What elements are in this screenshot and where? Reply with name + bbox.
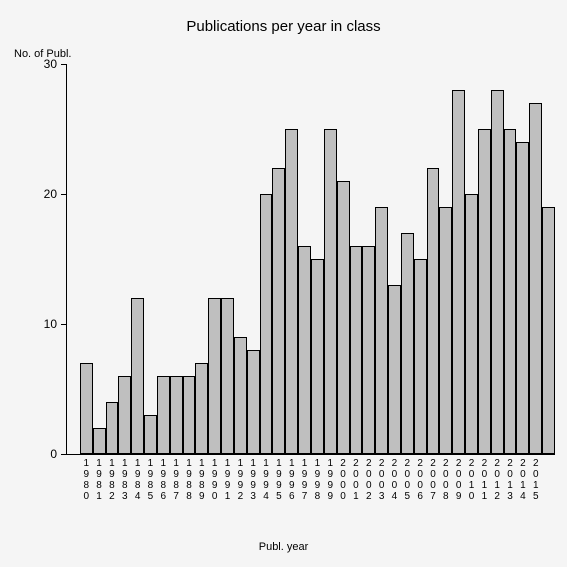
x-tick-label: 1997 bbox=[298, 458, 311, 502]
x-tick-label: 2000 bbox=[337, 458, 350, 502]
bar bbox=[144, 415, 157, 454]
y-tick bbox=[61, 454, 67, 455]
bar bbox=[221, 298, 234, 454]
x-tick-label: 2009 bbox=[452, 458, 465, 502]
bar bbox=[362, 246, 375, 454]
bar bbox=[452, 90, 465, 454]
x-tick-label: 1990 bbox=[208, 458, 221, 502]
bar bbox=[491, 90, 504, 454]
bar bbox=[195, 363, 208, 454]
bar bbox=[170, 376, 183, 454]
bar bbox=[529, 103, 542, 454]
bar bbox=[337, 181, 350, 454]
x-tick-label: 1991 bbox=[221, 458, 234, 502]
x-tick-label: 2011 bbox=[478, 458, 491, 502]
x-tick-label: 1994 bbox=[260, 458, 273, 502]
bar bbox=[388, 285, 401, 454]
x-tick-label: 1981 bbox=[93, 458, 106, 502]
bar bbox=[157, 376, 170, 454]
bar bbox=[350, 246, 363, 454]
x-tick-label: 2003 bbox=[375, 458, 388, 502]
x-tick-label: 2004 bbox=[388, 458, 401, 502]
y-tick bbox=[61, 324, 67, 325]
bar bbox=[272, 168, 285, 454]
chart-title: Publications per year in class bbox=[0, 0, 567, 35]
x-tick-label: 1987 bbox=[170, 458, 183, 502]
bar bbox=[285, 129, 298, 454]
x-tick-label: 2012 bbox=[491, 458, 504, 502]
bar bbox=[504, 129, 517, 454]
bar bbox=[183, 376, 196, 454]
x-tick-label: 1980 bbox=[80, 458, 93, 502]
bar bbox=[414, 259, 427, 454]
bar bbox=[247, 350, 260, 454]
bar bbox=[324, 129, 337, 454]
bar bbox=[542, 207, 555, 454]
x-tick-label: 1984 bbox=[131, 458, 144, 502]
bar bbox=[465, 194, 478, 454]
x-tick-label: 1992 bbox=[234, 458, 247, 502]
x-tick-label: 2006 bbox=[414, 458, 427, 502]
x-tick-label: 2001 bbox=[350, 458, 363, 502]
x-tick-label: 2015 bbox=[529, 458, 542, 502]
bar bbox=[401, 233, 414, 454]
y-tick-label: 20 bbox=[44, 187, 57, 201]
bar bbox=[80, 363, 93, 454]
x-tick-label: 2005 bbox=[401, 458, 414, 502]
x-tick-label: 1986 bbox=[157, 458, 170, 502]
y-tick-label: 10 bbox=[44, 317, 57, 331]
x-tick-label: 2008 bbox=[439, 458, 452, 502]
bar bbox=[439, 207, 452, 454]
bar bbox=[375, 207, 388, 454]
bar bbox=[311, 259, 324, 454]
bar bbox=[516, 142, 529, 454]
x-tick-label: 1982 bbox=[106, 458, 119, 502]
x-tick-label: 2014 bbox=[516, 458, 529, 502]
x-tick-label: 1995 bbox=[272, 458, 285, 502]
x-tick-label: 1996 bbox=[285, 458, 298, 502]
bar bbox=[298, 246, 311, 454]
bar bbox=[208, 298, 221, 454]
x-tick-label: 1985 bbox=[144, 458, 157, 502]
x-tick-label: 1999 bbox=[324, 458, 337, 502]
bar bbox=[234, 337, 247, 454]
y-tick bbox=[61, 194, 67, 195]
bar bbox=[478, 129, 491, 454]
y-tick-label: 0 bbox=[50, 447, 57, 461]
bar bbox=[427, 168, 440, 454]
plot-area: 0102030198019811982198319841985198619871… bbox=[66, 64, 555, 455]
bars-group bbox=[67, 64, 555, 454]
x-tick-label: 1993 bbox=[247, 458, 260, 502]
x-tick-label: 2010 bbox=[465, 458, 478, 502]
x-tick-label: 2002 bbox=[362, 458, 375, 502]
x-tick-label: 1988 bbox=[183, 458, 196, 502]
bar bbox=[260, 194, 273, 454]
x-tick-label: 1989 bbox=[195, 458, 208, 502]
x-tick-label: 2007 bbox=[427, 458, 440, 502]
x-tick-label: 2013 bbox=[504, 458, 517, 502]
y-tick bbox=[61, 64, 67, 65]
x-axis-label: Publ. year bbox=[0, 541, 567, 553]
chart-container: Publications per year in class No. of Pu… bbox=[0, 0, 567, 567]
bar bbox=[93, 428, 106, 454]
x-tick-label: 1998 bbox=[311, 458, 324, 502]
bar bbox=[118, 376, 131, 454]
bar bbox=[106, 402, 119, 454]
bar bbox=[131, 298, 144, 454]
x-tick-label: 1983 bbox=[118, 458, 131, 502]
y-tick-label: 30 bbox=[44, 57, 57, 71]
